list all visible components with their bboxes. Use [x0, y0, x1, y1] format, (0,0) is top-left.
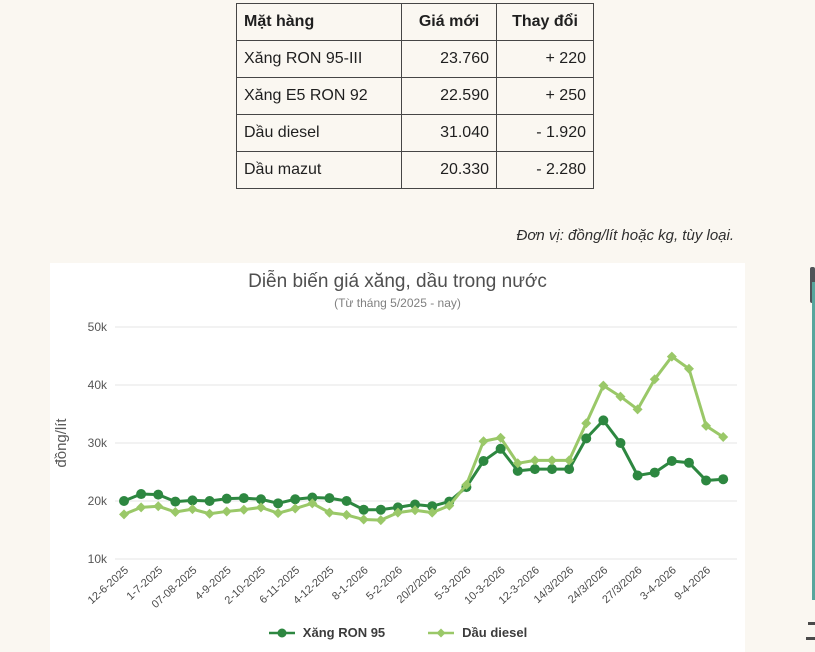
svg-text:20k: 20k [88, 494, 108, 508]
svg-text:12-6-2025: 12-6-2025 [86, 564, 131, 606]
chart-subtitle: (Từ tháng 5/2025 - nay) [334, 296, 461, 310]
cell-price: 20.330 [401, 151, 497, 189]
cell-price: 23.760 [401, 40, 497, 78]
svg-text:40k: 40k [88, 378, 108, 392]
svg-text:đồng/lít: đồng/lít [53, 418, 70, 468]
svg-text:30k: 30k [88, 436, 108, 450]
legend-item-diesel: Dầu diesel [427, 625, 527, 640]
price-chart[interactable]: 10k20k30k40k50kđồng/lít12-6-20251-7-2025… [50, 318, 745, 614]
fuel-price-table: Mặt hàng Giá mới Thay đổi Xăng RON 95-II… [236, 3, 594, 189]
cell-change: + 250 [496, 77, 594, 115]
table-row: Dầu diesel 31.040 - 1.920 [236, 114, 594, 152]
column-header-change: Thay đổi [496, 3, 594, 41]
svg-text:50k: 50k [88, 320, 108, 334]
cell-change: + 220 [496, 40, 594, 78]
cell-item: Xăng RON 95-III [236, 40, 402, 78]
svg-text:9-4-2026: 9-4-2026 [672, 564, 713, 602]
svg-text:3-4-2026: 3-4-2026 [638, 564, 679, 602]
page-edge-artifact [808, 622, 815, 625]
table-row: Xăng RON 95-III 23.760 + 220 [236, 40, 594, 78]
legend-label: Xăng RON 95 [302, 625, 386, 640]
chart-legend: Xăng RON 95 Dầu diesel [50, 625, 745, 640]
legend-label: Dầu diesel [462, 625, 528, 640]
legend-item-ron95: Xăng RON 95 [268, 625, 385, 640]
table-header-row: Mặt hàng Giá mới Thay đổi [236, 3, 594, 41]
cell-item: Dầu diesel [236, 114, 402, 152]
table-row: Dầu mazut 20.330 - 2.280 [236, 151, 594, 189]
legend-marker-diamond-icon [428, 628, 455, 637]
cell-change: - 2.280 [496, 151, 594, 189]
fuel-price-chart-panel: Diễn biến giá xăng, dầu trong nước (Từ t… [50, 263, 745, 652]
table-row: Xăng E5 RON 92 22.590 + 250 [236, 77, 594, 115]
column-header-price: Giá mới [401, 3, 497, 41]
cell-item: Dầu mazut [236, 151, 402, 189]
unit-note: Đơn vị: đồng/lít hoặc kg, tùy loại. [516, 227, 734, 244]
svg-text:8-1-2026: 8-1-2026 [330, 564, 371, 602]
cell-change: - 1.920 [496, 114, 594, 152]
cell-price: 22.590 [401, 77, 497, 115]
chart-title: Diễn biến giá xăng, dầu trong nước [248, 271, 547, 292]
page-edge-artifact [812, 282, 815, 600]
column-header-item: Mặt hàng [236, 3, 402, 41]
page-edge-artifact [806, 637, 815, 640]
legend-marker-circle-icon [268, 628, 295, 637]
cell-item: Xăng E5 RON 92 [236, 77, 402, 115]
cell-price: 31.040 [401, 114, 497, 152]
svg-text:10k: 10k [88, 552, 108, 566]
